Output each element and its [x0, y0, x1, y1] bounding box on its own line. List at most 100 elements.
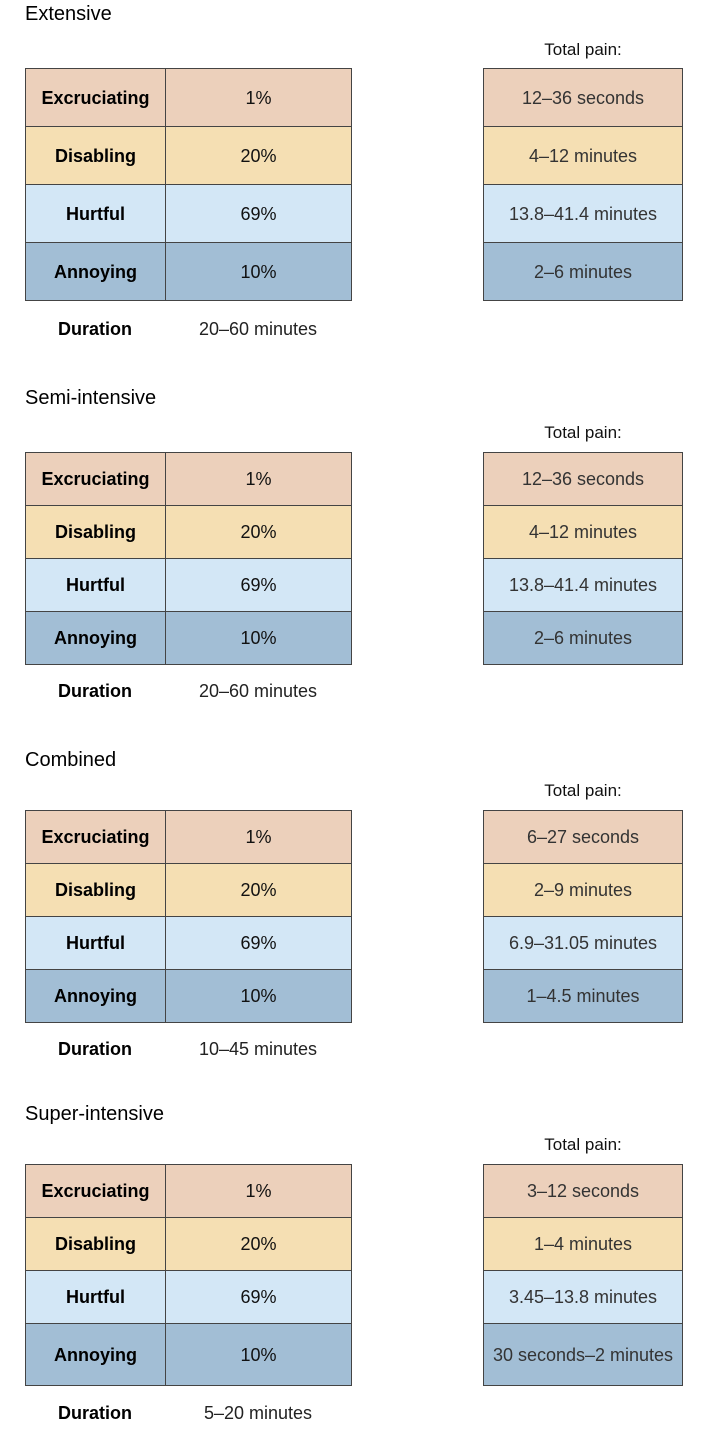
row-label-annoying: Annoying	[25, 1323, 166, 1386]
percent-table-semi-intensive: Excruciating 1% Disabling 20% Hurtful 69% A…	[25, 452, 352, 665]
table-row: 2–9 minutes	[483, 863, 683, 917]
percent-value: 1%	[165, 1164, 352, 1218]
row-label-disabling: Disabling	[25, 126, 166, 185]
section-title-combined: Combined	[25, 749, 117, 771]
duration-value: 20–60 minutes	[198, 681, 318, 701]
total-pain-label: Total pain:	[544, 423, 622, 442]
row-label-excruciating: Excruciating	[25, 1164, 166, 1218]
row-label-disabling: Disabling	[25, 863, 166, 917]
total-pain-value: 12–36 seconds	[483, 452, 683, 506]
table-row: 4–12 minutes	[483, 505, 683, 559]
row-label-annoying: Annoying	[25, 611, 166, 665]
total-pain-table-combined: 6–27 seconds 2–9 minutes 6.9–31.05 minut…	[483, 810, 683, 1023]
table-row: Hurtful 69%	[25, 558, 352, 612]
table-row: 2–6 minutes	[483, 242, 683, 301]
total-pain-label: Total pain:	[544, 781, 622, 800]
table-row: Hurtful 69%	[25, 916, 352, 970]
table-row: Hurtful 69%	[25, 1270, 352, 1324]
row-label-hurtful: Hurtful	[25, 916, 166, 970]
row-label-disabling: Disabling	[25, 505, 166, 559]
total-pain-value: 6.9–31.05 minutes	[483, 916, 683, 970]
total-pain-value: 4–12 minutes	[483, 126, 683, 185]
row-label-disabling: Disabling	[25, 1217, 166, 1271]
duration-label: Duration	[58, 1039, 132, 1059]
duration-label: Duration	[58, 1403, 132, 1423]
total-pain-value: 3.45–13.8 minutes	[483, 1270, 683, 1324]
table-row: Annoying 10%	[25, 611, 352, 665]
percent-value: 69%	[165, 1270, 352, 1324]
percent-value: 1%	[165, 810, 352, 864]
total-pain-value: 1–4.5 minutes	[483, 969, 683, 1023]
table-row: 4–12 minutes	[483, 126, 683, 185]
table-row: 6–27 seconds	[483, 810, 683, 864]
table-row: Excruciating 1%	[25, 1164, 352, 1218]
total-pain-table-super-intensive: 3–12 seconds 1–4 minutes 3.45–13.8 minut…	[483, 1164, 683, 1386]
percent-value: 69%	[165, 558, 352, 612]
percent-value: 20%	[165, 126, 352, 185]
total-pain-value: 30 seconds–2 minutes	[483, 1323, 683, 1386]
table-row: 13.8–41.4 minutes	[483, 558, 683, 612]
row-label-annoying: Annoying	[25, 242, 166, 301]
section-title-semi-intensive: Semi-intensive	[25, 387, 157, 409]
table-row: Excruciating 1%	[25, 810, 352, 864]
percent-table-super-intensive: Excruciating 1% Disabling 20% Hurtful 69% A…	[25, 1164, 352, 1386]
section-title-extensive: Extensive	[25, 3, 112, 25]
total-pain-value: 12–36 seconds	[483, 68, 683, 127]
table-row: Annoying 10%	[25, 1323, 352, 1386]
duration-value: 20–60 minutes	[198, 319, 318, 339]
table-row: Disabling 20%	[25, 1217, 352, 1271]
percent-value: 10%	[165, 969, 352, 1023]
total-pain-value: 13.8–41.4 minutes	[483, 558, 683, 612]
total-pain-value: 1–4 minutes	[483, 1217, 683, 1271]
table-row: Excruciating 1%	[25, 68, 352, 127]
table-row: 2–6 minutes	[483, 611, 683, 665]
table-row: Excruciating 1%	[25, 452, 352, 506]
percent-value: 1%	[165, 68, 352, 127]
percent-value: 20%	[165, 505, 352, 559]
row-label-excruciating: Excruciating	[25, 810, 166, 864]
row-label-excruciating: Excruciating	[25, 452, 166, 506]
table-row: Disabling 20%	[25, 126, 352, 185]
total-pain-value: 2–6 minutes	[483, 611, 683, 665]
total-pain-value: 2–9 minutes	[483, 863, 683, 917]
percent-table-extensive: Excruciating 1% Disabling 20% Hurtful 69% A…	[25, 68, 352, 301]
total-pain-label: Total pain:	[544, 40, 622, 59]
table-row: 6.9–31.05 minutes	[483, 916, 683, 970]
row-label-annoying: Annoying	[25, 969, 166, 1023]
percent-value: 69%	[165, 916, 352, 970]
duration-value: 5–20 minutes	[203, 1403, 313, 1423]
table-row: Hurtful 69%	[25, 184, 352, 243]
duration-label: Duration	[58, 319, 132, 339]
percent-table-combined: Excruciating 1% Disabling 20% Hurtful 69% A…	[25, 810, 352, 1023]
row-label-excruciating: Excruciating	[25, 68, 166, 127]
total-pain-value: 2–6 minutes	[483, 242, 683, 301]
percent-value: 1%	[165, 452, 352, 506]
percent-value: 10%	[165, 611, 352, 665]
table-row: 1–4.5 minutes	[483, 969, 683, 1023]
percent-value: 69%	[165, 184, 352, 243]
table-row: 3–12 seconds	[483, 1164, 683, 1218]
row-label-hurtful: Hurtful	[25, 184, 166, 243]
row-label-hurtful: Hurtful	[25, 1270, 166, 1324]
total-pain-value: 4–12 minutes	[483, 505, 683, 559]
table-row: Disabling 20%	[25, 863, 352, 917]
total-pain-label: Total pain:	[544, 1135, 622, 1154]
table-row: 3.45–13.8 minutes	[483, 1270, 683, 1324]
table-row: 12–36 seconds	[483, 68, 683, 127]
duration-value: 10–45 minutes	[198, 1039, 318, 1059]
section-title-super-intensive: Super-intensive	[25, 1103, 164, 1125]
percent-value: 20%	[165, 863, 352, 917]
row-label-hurtful: Hurtful	[25, 558, 166, 612]
percent-value: 20%	[165, 1217, 352, 1271]
percent-value: 10%	[165, 1323, 352, 1386]
table-row: Disabling 20%	[25, 505, 352, 559]
duration-label: Duration	[58, 681, 132, 701]
table-row: 13.8–41.4 minutes	[483, 184, 683, 243]
total-pain-value: 6–27 seconds	[483, 810, 683, 864]
table-row: 12–36 seconds	[483, 452, 683, 506]
table-row: Annoying 10%	[25, 969, 352, 1023]
percent-value: 10%	[165, 242, 352, 301]
table-row: 30 seconds–2 minutes	[483, 1323, 683, 1386]
table-row: 1–4 minutes	[483, 1217, 683, 1271]
total-pain-value: 3–12 seconds	[483, 1164, 683, 1218]
